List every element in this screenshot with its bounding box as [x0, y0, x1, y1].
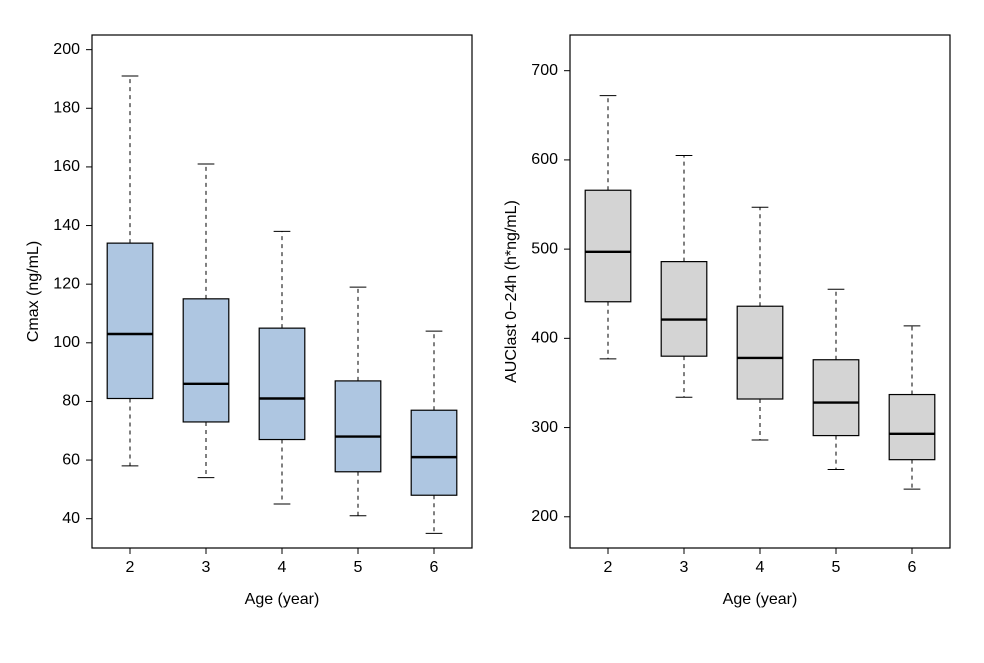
box-cmax-4 — [259, 231, 305, 504]
box-rect — [183, 299, 229, 422]
y-tick-label: 140 — [53, 217, 80, 234]
y-tick-label: 100 — [53, 334, 80, 351]
panel-cmax: 40 60 80 100 120 140 160 180 200 2 3 4 5 6 Age (year) C… — [25, 35, 472, 608]
y-tick-label: 500 — [531, 240, 558, 257]
y-tick-label: 40 — [62, 510, 80, 527]
y-tick-label: 700 — [531, 62, 558, 79]
y-tick-label: 180 — [53, 100, 80, 117]
box-rect — [335, 381, 381, 472]
box-rect — [259, 328, 305, 439]
box-rect — [585, 190, 631, 302]
x-tick-label: 5 — [354, 559, 363, 576]
box-rect — [889, 395, 935, 460]
y-tick-label: 200 — [531, 508, 558, 525]
figure-svg: 40 60 80 100 120 140 160 180 200 2 3 4 5 6 Age (year) C… — [0, 0, 984, 663]
x-tick-label: 6 — [430, 559, 439, 576]
box-cmax-6 — [411, 331, 457, 533]
y-tick-label: 300 — [531, 419, 558, 436]
x-tick-label: 5 — [832, 559, 841, 576]
box-auc-5 — [813, 289, 859, 469]
panel-auc: 200 300 400 500 600 700 2 3 4 5 6 Age (year) AUClast… — [503, 35, 950, 608]
box-rect — [411, 410, 457, 495]
box-rect — [737, 306, 783, 399]
box-auc-3 — [661, 155, 707, 397]
box-auc-4 — [737, 207, 783, 440]
x-tick-label: 6 — [908, 559, 917, 576]
y-axis-label: Cmax (ng/mL) — [25, 241, 42, 342]
x-tick-label: 4 — [278, 559, 287, 576]
box-cmax-5 — [335, 287, 381, 516]
x-tick-label: 2 — [604, 559, 613, 576]
box-auc-6 — [889, 326, 935, 489]
box-cmax-3 — [183, 164, 229, 478]
y-tick-label: 160 — [53, 158, 80, 175]
box-rect — [107, 243, 153, 398]
y-tick-label: 60 — [62, 451, 80, 468]
y-axis-label: AUClast 0−24h (h*ng/mL) — [503, 200, 520, 383]
y-tick-label: 600 — [531, 151, 558, 168]
x-tick-label: 4 — [756, 559, 765, 576]
x-tick-label: 2 — [126, 559, 135, 576]
x-axis-label: Age (year) — [245, 591, 320, 608]
y-tick-label: 200 — [53, 41, 80, 58]
box-auc-2 — [585, 96, 631, 359]
x-tick-label: 3 — [202, 559, 211, 576]
y-tick-label: 400 — [531, 330, 558, 347]
x-tick-label: 3 — [680, 559, 689, 576]
x-axis-label: Age (year) — [723, 591, 798, 608]
y-tick-label: 80 — [62, 393, 80, 410]
box-rect — [813, 360, 859, 436]
box-rect — [661, 262, 707, 357]
box-cmax-2 — [107, 76, 153, 466]
y-tick-label: 120 — [53, 275, 80, 292]
